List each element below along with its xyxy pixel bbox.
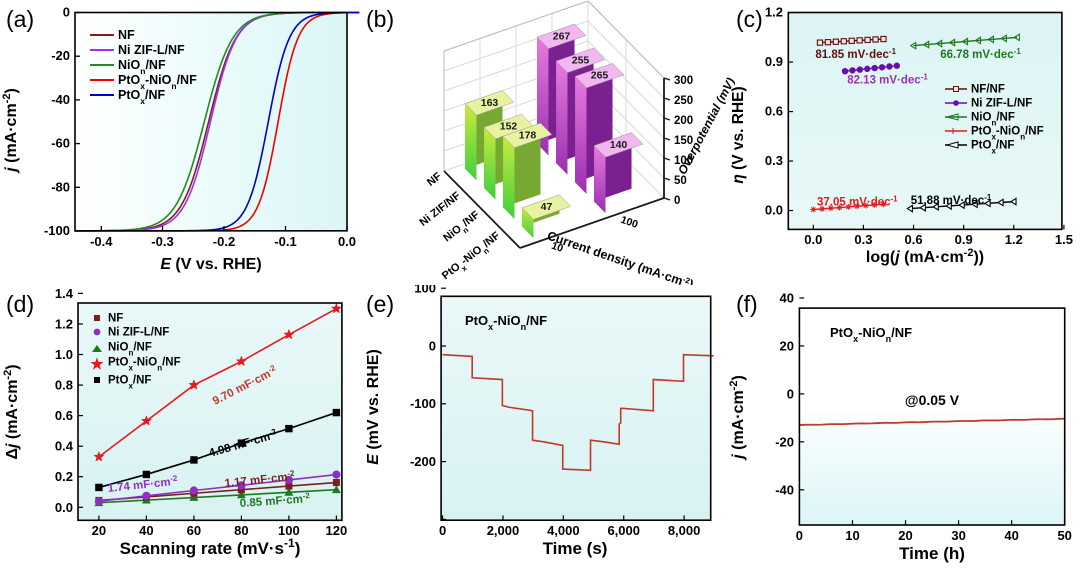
svg-text:0: 0 (674, 195, 680, 207)
svg-text:66.78 mV·dec-1: 66.78 mV·dec-1 (940, 47, 1021, 62)
svg-text:6,000: 6,000 (607, 523, 640, 538)
svg-text:E (V vs. RHE): E (V vs. RHE) (160, 256, 261, 273)
svg-text:80: 80 (234, 523, 248, 538)
svg-text:1.5: 1.5 (1055, 232, 1073, 247)
svg-text:140: 140 (610, 139, 628, 151)
svg-text:200: 200 (674, 115, 693, 127)
svg-text:37.05 mV·dec-1: 37.05 mV·dec-1 (817, 194, 898, 209)
svg-text:0.9: 0.9 (955, 232, 973, 247)
svg-text:10: 10 (845, 528, 859, 543)
svg-text:★: ★ (90, 356, 104, 373)
svg-text:Time (h): Time (h) (899, 544, 965, 563)
svg-text:163: 163 (481, 97, 499, 109)
svg-text:-40: -40 (51, 92, 70, 107)
svg-text:-0.3: -0.3 (151, 234, 173, 249)
svg-text:0: 0 (787, 386, 794, 401)
svg-text:51.88 mV·dec-1: 51.88 mV·dec-1 (911, 192, 992, 207)
svg-text:81.85 mV·dec-1: 81.85 mV·dec-1 (815, 47, 896, 62)
svg-text:η (V vs. RHE): η (V vs. RHE) (730, 86, 747, 183)
svg-text:0.3: 0.3 (854, 232, 872, 247)
svg-text:0.3: 0.3 (765, 153, 783, 168)
svg-text:178: 178 (519, 129, 537, 141)
svg-text:0.2: 0.2 (55, 469, 73, 484)
svg-text:E (mV vs. RHE): E (mV vs. RHE) (365, 349, 382, 465)
svg-text:Δj (mA·cm-2): Δj (mA·cm-2) (2, 364, 21, 459)
svg-text:-100: -100 (44, 223, 70, 238)
svg-text:267: 267 (553, 30, 571, 42)
svg-text:Time (s): Time (s) (543, 539, 608, 558)
svg-text:20: 20 (780, 338, 794, 353)
svg-text:20: 20 (898, 528, 912, 543)
svg-text:-0.2: -0.2 (213, 234, 235, 249)
svg-text:1.2: 1.2 (55, 317, 73, 332)
svg-text:NF: NF (118, 28, 135, 42)
svg-text:1.2: 1.2 (1005, 232, 1023, 247)
svg-text:0: 0 (429, 338, 436, 353)
svg-text:0.6: 0.6 (55, 408, 73, 423)
svg-text:-60: -60 (51, 136, 70, 151)
svg-text:152: 152 (500, 121, 518, 133)
svg-text:Ni ZIF-L/NF: Ni ZIF-L/NF (118, 43, 185, 57)
svg-text:-0.4: -0.4 (90, 234, 113, 249)
svg-text:0: 0 (63, 5, 70, 20)
svg-text:-100: -100 (410, 396, 436, 411)
svg-text:2,000: 2,000 (487, 523, 520, 538)
svg-text:100: 100 (414, 285, 436, 296)
svg-text:0.9: 0.9 (765, 54, 783, 69)
svg-text:82.13 mV·dec-1: 82.13 mV·dec-1 (847, 72, 928, 87)
svg-text:40: 40 (139, 523, 153, 538)
svg-text:NF: NF (108, 313, 123, 325)
svg-text:0.6: 0.6 (765, 104, 783, 119)
svg-text:-200: -200 (410, 454, 436, 469)
svg-text:1.0: 1.0 (55, 347, 73, 362)
svg-text:50: 50 (674, 175, 687, 187)
svg-text:265: 265 (591, 70, 609, 82)
svg-text:j (mA·cm-2): j (mA·cm-2) (1, 88, 20, 174)
svg-text:-20: -20 (51, 48, 70, 63)
svg-text:0.6: 0.6 (905, 232, 923, 247)
svg-text:120: 120 (326, 523, 348, 538)
svg-text:50: 50 (1057, 528, 1071, 543)
svg-text:40: 40 (780, 291, 794, 306)
svg-text:0.4: 0.4 (55, 439, 74, 454)
svg-text:255: 255 (572, 54, 590, 66)
svg-text:0.8: 0.8 (55, 378, 73, 393)
svg-text:0: 0 (439, 523, 446, 538)
svg-text:60: 60 (187, 523, 201, 538)
svg-text:-80: -80 (51, 179, 70, 194)
svg-text:-20: -20 (775, 434, 794, 449)
svg-text:NF: NF (425, 170, 444, 189)
svg-text:Ni ZIF-L/NF: Ni ZIF-L/NF (108, 327, 169, 339)
svg-text:Ni ZIF-L/NF: Ni ZIF-L/NF (971, 98, 1032, 110)
svg-text:4,000: 4,000 (547, 523, 580, 538)
svg-text:Current density (mA·cm-2): Current density (mA·cm-2) (545, 228, 695, 285)
svg-text:0.0: 0.0 (804, 232, 822, 247)
svg-text:log(j (mA·cm-2)): log(j (mA·cm-2)) (866, 247, 984, 266)
svg-text:30: 30 (951, 528, 965, 543)
svg-text:0.0: 0.0 (55, 500, 73, 515)
svg-text:0.0: 0.0 (338, 234, 356, 249)
svg-text:-40: -40 (775, 482, 794, 497)
svg-text:300: 300 (674, 75, 693, 87)
svg-text:47: 47 (541, 201, 553, 213)
svg-text:8,000: 8,000 (668, 523, 701, 538)
svg-text:250: 250 (674, 95, 693, 107)
svg-text:0.0: 0.0 (765, 203, 783, 218)
svg-text:@0.05 V: @0.05 V (905, 392, 960, 408)
svg-text:1.2: 1.2 (765, 5, 783, 20)
svg-text:0: 0 (796, 528, 803, 543)
svg-text:40: 40 (1004, 528, 1018, 543)
svg-text:100: 100 (619, 214, 640, 231)
svg-text:j (mA·cm-2): j (mA·cm-2) (728, 375, 747, 461)
svg-text:1.4: 1.4 (55, 286, 74, 301)
svg-text:NF/NF: NF/NF (971, 84, 1005, 96)
svg-text:20: 20 (92, 523, 106, 538)
svg-text:NiOn/NF: NiOn/NF (441, 209, 484, 247)
svg-text:Scanning rate (mV·s-1): Scanning rate (mV·s-1) (120, 536, 301, 558)
svg-text:-0.1: -0.1 (274, 234, 296, 249)
